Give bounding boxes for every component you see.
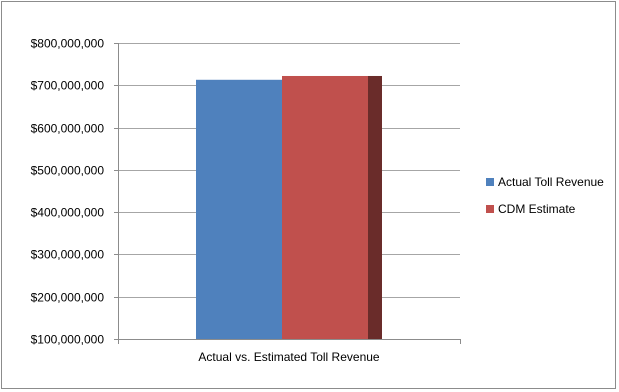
y-tick-label: $800,000,000 — [31, 37, 105, 51]
axes — [118, 43, 460, 340]
legend-label: Actual Toll Revenue — [498, 175, 604, 189]
y-tick-label: $600,000,000 — [31, 122, 105, 136]
y-tick-label: $700,000,000 — [31, 79, 105, 93]
legend: Actual Toll Revenue CDM Estimate — [486, 175, 604, 216]
y-tick-label: $100,000,000 — [31, 333, 105, 347]
y-axis-ticks: $100,000,000 $200,000,000 $300,000,000 $400… — [31, 37, 118, 347]
x-axis-ticks: Actual vs. Estimated Toll Revenue — [118, 339, 461, 364]
legend-item: CDM Estimate — [486, 202, 576, 216]
bar-actual-toll-revenue — [196, 79, 282, 339]
bar-side — [368, 75, 382, 340]
legend-swatch — [486, 205, 494, 213]
y-tick-label: $500,000,000 — [31, 164, 105, 178]
y-tick-label: $300,000,000 — [31, 248, 105, 262]
y-tick-label: $400,000,000 — [31, 206, 105, 220]
legend-label: CDM Estimate — [498, 202, 576, 216]
legend-swatch — [486, 178, 494, 186]
y-tick-label: $200,000,000 — [31, 291, 105, 305]
legend-item: Actual Toll Revenue — [486, 175, 604, 189]
bars — [196, 75, 382, 340]
bar-cdm-estimate — [282, 75, 368, 340]
x-category-label: Actual vs. Estimated Toll Revenue — [198, 350, 380, 364]
